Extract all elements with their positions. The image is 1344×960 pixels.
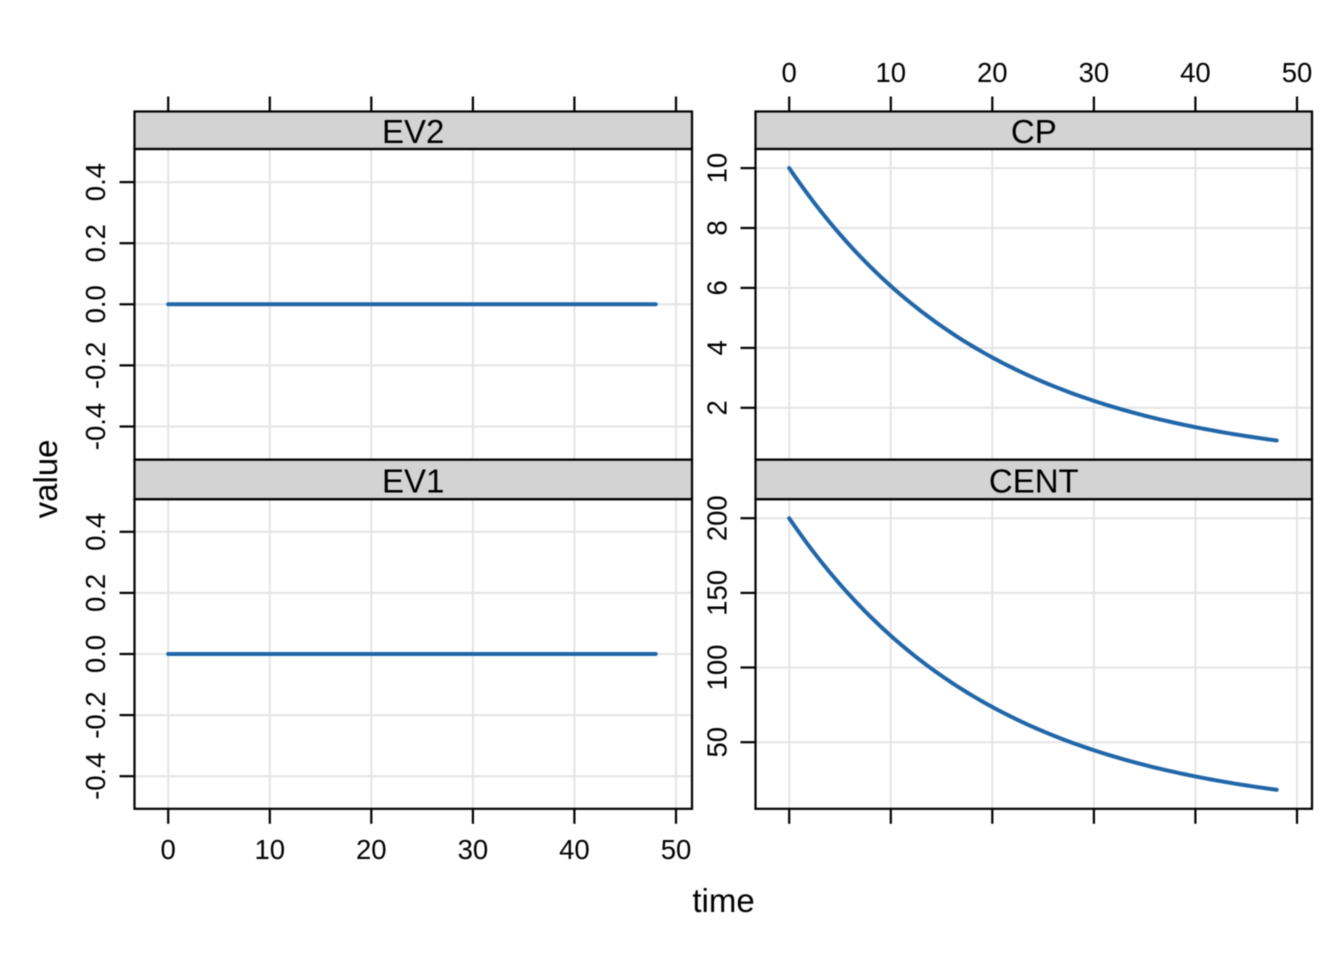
svg-text:50: 50 (702, 727, 733, 758)
svg-text:6: 6 (702, 280, 733, 295)
svg-text:0.4: 0.4 (80, 163, 111, 201)
svg-text:40: 40 (559, 834, 590, 865)
svg-text:150: 150 (702, 570, 733, 616)
svg-text:-0.2: -0.2 (80, 691, 111, 738)
svg-text:2: 2 (702, 400, 733, 415)
svg-text:10: 10 (255, 834, 286, 865)
svg-text:10: 10 (876, 57, 907, 88)
svg-text:20: 20 (356, 834, 387, 865)
svg-text:-0.2: -0.2 (80, 342, 111, 389)
svg-text:0.0: 0.0 (80, 285, 111, 323)
svg-text:EV2: EV2 (382, 113, 444, 150)
svg-text:8: 8 (702, 220, 733, 235)
svg-text:value: value (27, 439, 64, 518)
svg-text:20: 20 (977, 57, 1008, 88)
svg-text:30: 30 (458, 834, 489, 865)
svg-text:50: 50 (661, 834, 692, 865)
svg-text:0.2: 0.2 (80, 574, 111, 612)
svg-text:0.4: 0.4 (80, 513, 111, 551)
svg-text:100: 100 (702, 645, 733, 691)
svg-text:-0.4: -0.4 (80, 403, 111, 450)
svg-text:200: 200 (702, 495, 733, 541)
svg-text:CENT: CENT (989, 462, 1079, 499)
svg-text:0.0: 0.0 (80, 635, 111, 673)
svg-text:CP: CP (1011, 113, 1057, 150)
svg-text:time: time (692, 882, 754, 919)
svg-text:10: 10 (702, 153, 733, 184)
svg-text:-0.4: -0.4 (80, 753, 111, 800)
svg-text:0: 0 (161, 834, 176, 865)
svg-text:50: 50 (1282, 57, 1313, 88)
svg-text:EV1: EV1 (382, 462, 444, 499)
svg-text:40: 40 (1180, 57, 1211, 88)
svg-text:0.2: 0.2 (80, 224, 111, 262)
svg-text:4: 4 (702, 340, 733, 355)
svg-text:30: 30 (1079, 57, 1110, 88)
svg-text:0: 0 (782, 57, 797, 88)
